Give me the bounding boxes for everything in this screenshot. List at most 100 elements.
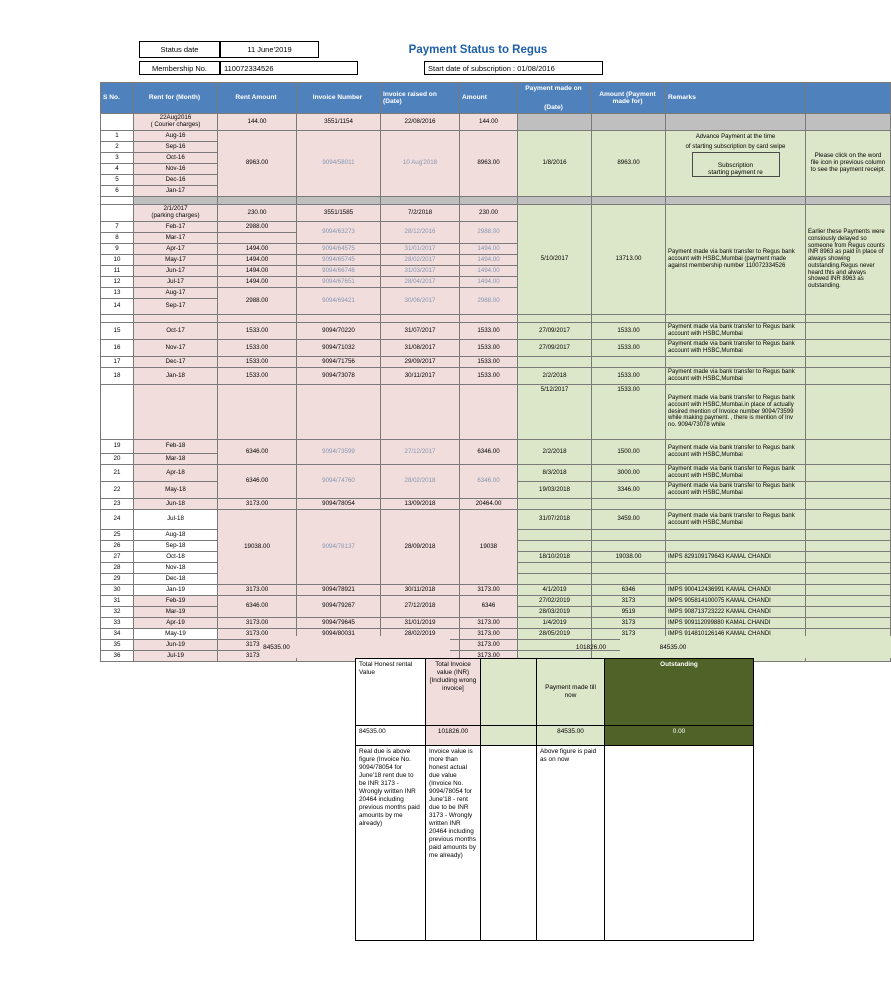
- cell-invoice-number: 9094/78054: [296, 498, 381, 510]
- cell-month: Dec-17: [133, 356, 218, 368]
- cell-payment-amount: 1533.00: [591, 322, 666, 340]
- cell-invoice-raised: 31/08/2017: [380, 339, 460, 357]
- table-row[interactable]: 22 May-18 19/03/2018 3346.00 Payment mad…: [100, 481, 891, 499]
- spacer-cell: [380, 196, 460, 205]
- table-row[interactable]: 29 Dec-18: [100, 573, 891, 585]
- cell-rent-amount: [217, 232, 297, 244]
- summary-value-total-invoice: 101826.00: [425, 725, 481, 746]
- cell-payment-amount: [591, 573, 666, 585]
- cell-remarks: Payment made via bank transfer to Regus …: [665, 439, 806, 465]
- subscription-receipt-file-icon[interactable]: Subscription starting payment re: [691, 152, 780, 178]
- table-row[interactable]: 11 Jun-17 1494.00 9094/66746 31/03/2017 …: [100, 265, 891, 277]
- table-row[interactable]: 33 Apr-19 3173.00 9094/79645 31/01/2019 …: [100, 617, 891, 629]
- cell-rent-amount: 1533.00: [217, 339, 297, 357]
- table-row[interactable]: 15 Oct-17 1533.00 9094/70220 31/07/2017 …: [100, 322, 891, 340]
- cell-month: Jul-17: [133, 276, 218, 288]
- col-header-remarks-extra: [805, 82, 891, 114]
- table-row[interactable]: 19 Feb-18 6346.00 9094/73599 27/12/2017 …: [100, 439, 891, 465]
- table-row[interactable]: 2 Sep-16: [100, 141, 891, 153]
- cell-rent-amount: 1494.00: [217, 254, 297, 266]
- table-row[interactable]: 10 May-17 1494.00 9094/65745 28/02/2017 …: [100, 254, 891, 266]
- cell-invoice-number: 9094/58011: [296, 130, 381, 197]
- cell-invoice-number: 9094/70220: [296, 322, 381, 340]
- subscription-receipt-label-line2: starting payment re: [708, 168, 763, 176]
- col-header-payment-amount-line1: Amount (Payment: [599, 90, 656, 98]
- cell-invoice-raised: 28/02/2018: [380, 464, 460, 499]
- cell-payment-date: [517, 529, 592, 541]
- spacer-cell: [459, 196, 518, 205]
- cell-invoice-raised: 7/2/2018: [380, 204, 460, 222]
- membership-number-value[interactable]: 110072334526: [220, 61, 358, 75]
- advance-payment-line1: Advance Payment at the time: [695, 133, 776, 140]
- table-row[interactable]: 17 Dec-17 1533.00 9094/71756 29/09/2017 …: [100, 356, 891, 368]
- cell-payment-amount: 1533.00: [591, 367, 666, 385]
- summary-header-row: Total Honest rental Value Total Invoice …: [355, 658, 754, 726]
- cell-amount: [459, 384, 518, 440]
- table-row[interactable]: 4 Nov-16: [100, 163, 891, 175]
- cell-remarks-extra: [805, 322, 891, 340]
- table-row[interactable]: 14 Sep-17: [100, 298, 891, 315]
- cell-month-line2: ( Courier charges): [150, 121, 201, 128]
- table-row[interactable]: 27 Oct-18 18/10/2018 19038.00 IMPS 82910…: [100, 551, 891, 563]
- cell-amount: 1533.00: [459, 367, 518, 385]
- cell-payment-amount: 3173: [591, 617, 666, 629]
- subscription-receipt-label-line1: Subscription: [717, 161, 754, 169]
- cell-remarks-extra: Please click on the word file icon in pr…: [805, 130, 891, 197]
- cell-invoice-raised: 27/12/2018: [380, 595, 460, 618]
- cell-sno: 9: [100, 243, 134, 255]
- status-date-value[interactable]: 11 June'2019: [220, 41, 319, 58]
- cell-remarks-extra: [805, 617, 891, 629]
- cell-sno: [100, 204, 134, 222]
- cell-sno: 12: [100, 276, 134, 288]
- table-row[interactable]: 5 Dec-16: [100, 174, 891, 186]
- table-row[interactable]: 1 Aug-16 8963.00 9094/58011 10 Aug'2018 …: [100, 130, 891, 197]
- cell-rent-amount: 3173.00: [217, 498, 297, 510]
- table-row[interactable]: 31 Feb-19 6346.00 9094/79267 27/12/2018 …: [100, 595, 891, 618]
- cell-sno: 8: [100, 232, 134, 244]
- cell-payment-amount: 3459.00: [591, 509, 666, 530]
- col-header-sno: S No.: [100, 82, 134, 114]
- cell-rent-amount: 1494.00: [217, 265, 297, 277]
- cell-payment-date: 27/09/2017: [517, 339, 592, 357]
- cell-remarks-extra: [805, 498, 891, 510]
- cell-payment-amount: [591, 529, 666, 541]
- spacer-cell: [591, 196, 666, 205]
- table-row-extra-payment[interactable]: 5/12/2017 1533.00 Payment made via bank …: [100, 384, 891, 440]
- table-row[interactable]: 23 Jun-18 3173.00 9094/78054 13/09/2018 …: [100, 498, 891, 510]
- table-row[interactable]: 21 Apr-18 6346.00 9094/74760 28/02/2018 …: [100, 464, 891, 499]
- cell-amount: 1494.00: [459, 254, 518, 266]
- cell-invoice-raised: 31/01/2019: [380, 617, 460, 629]
- spacer-cell: [805, 196, 891, 205]
- cell-invoice-raised: 27/12/2017: [380, 439, 460, 465]
- table-row[interactable]: 18 Jan-18 1533.00 9094/73078 30/11/2017 …: [100, 367, 891, 385]
- table-row[interactable]: 16 Nov-17 1533.00 9094/71032 31/08/2017 …: [100, 339, 891, 357]
- table-row-courier[interactable]: 22Aug2016 ( Courier charges) 144.00 3551…: [100, 113, 891, 131]
- table-row[interactable]: 24 Jul-18 19038.00 9094/78137 28/09/2018…: [100, 509, 891, 585]
- cell-payment-date: [517, 562, 592, 574]
- cell-amount: 1533.00: [459, 322, 518, 340]
- cell-amount: 6346: [459, 595, 518, 618]
- cell-remarks: Payment made via bank transfer to Regus …: [665, 384, 806, 440]
- cell-month: Apr-18: [133, 464, 218, 482]
- cell-month: Dec-16: [133, 174, 218, 186]
- cell-sno: 6: [100, 185, 134, 197]
- cell-month: Nov-16: [133, 163, 218, 175]
- cell-payment-date: 5/12/2017: [517, 384, 592, 440]
- cell-invoice-number: 9094/63273: [296, 221, 381, 244]
- table-row[interactable]: 3 Oct-16: [100, 152, 891, 164]
- payment-table: S No. Rent for (Month) Rent Amount Invoi…: [100, 82, 891, 662]
- table-row[interactable]: 26 Sep-18: [100, 540, 891, 552]
- table-row[interactable]: 30 Jan-19 3173.00 9094/78921 30/11/2018 …: [100, 584, 891, 596]
- cell-rent-amount: 144.00: [217, 113, 297, 131]
- cell-month: Jun-17: [133, 265, 218, 277]
- col-header-invoice-raised-line2: (Date): [383, 98, 402, 105]
- cell-sno: 32: [100, 606, 134, 618]
- cell-amount: 1494.00: [459, 276, 518, 288]
- cell-invoice-raised: 28/02/2017: [380, 254, 460, 266]
- summary-note-row: Real due is above figure (Invoice No. 90…: [355, 745, 754, 941]
- table-row[interactable]: 13 Aug-17 2988.00 9094/69421 30/06/2017 …: [100, 287, 891, 315]
- cell-month: Jul-18: [133, 509, 218, 530]
- cell-invoice-raised: 13/09/2018: [380, 498, 460, 510]
- table-row-parking[interactable]: 2/1/2017 (parking charges) 230.00 3551/1…: [100, 204, 891, 315]
- cell-amount: 3173.00: [459, 584, 518, 596]
